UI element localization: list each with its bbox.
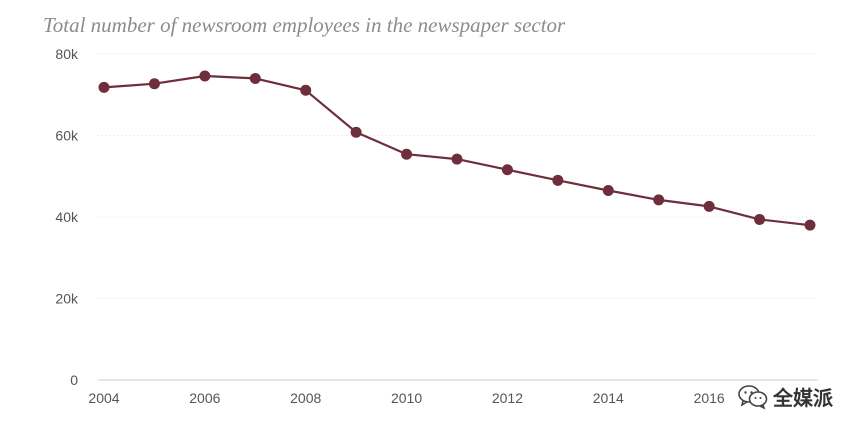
wechat-icon xyxy=(738,384,768,410)
data-point-2018[interactable] xyxy=(804,219,816,231)
x-tick-label: 2006 xyxy=(189,390,220,406)
data-point-2012[interactable] xyxy=(501,164,513,176)
x-tick-label: 2012 xyxy=(492,390,523,406)
chart-title: Total number of newsroom employees in th… xyxy=(43,13,566,37)
x-tick-label: 2010 xyxy=(391,390,422,406)
y-tick-label: 80k xyxy=(55,46,79,62)
data-point-2007[interactable] xyxy=(249,72,261,84)
x-tick-label: 2004 xyxy=(88,390,119,406)
data-point-2014[interactable] xyxy=(602,185,614,197)
gridlines xyxy=(98,53,818,299)
watermark: 全媒派 xyxy=(738,382,833,411)
y-tick-label: 40k xyxy=(55,209,79,225)
data-point-2016[interactable] xyxy=(703,200,715,212)
x-tick-label: 2008 xyxy=(290,390,321,406)
x-tick-label: 2016 xyxy=(694,390,725,406)
data-points xyxy=(98,70,816,231)
x-axis-ticks: 2004 2006 2008 2010 2012 2014 2016 xyxy=(88,390,725,406)
y-tick-label: 20k xyxy=(55,291,79,307)
y-axis-ticks: 0 20k 40k 60k 80k xyxy=(55,46,79,388)
data-point-2011[interactable] xyxy=(451,153,463,165)
data-point-2010[interactable] xyxy=(401,148,413,160)
watermark-text: 全媒派 xyxy=(773,386,833,410)
x-tick-label: 2014 xyxy=(593,390,624,406)
data-point-2008[interactable] xyxy=(300,84,312,96)
data-point-2005[interactable] xyxy=(148,78,160,90)
series xyxy=(103,74,811,227)
series-line xyxy=(103,74,811,227)
y-tick-label: 0 xyxy=(70,372,78,388)
data-point-2013[interactable] xyxy=(552,174,564,186)
data-point-2004[interactable] xyxy=(98,81,110,93)
data-point-2006[interactable] xyxy=(199,70,211,82)
data-point-2009[interactable] xyxy=(350,126,362,138)
data-point-2017[interactable] xyxy=(754,213,766,225)
y-tick-label: 60k xyxy=(55,128,79,144)
data-point-2015[interactable] xyxy=(653,194,665,206)
